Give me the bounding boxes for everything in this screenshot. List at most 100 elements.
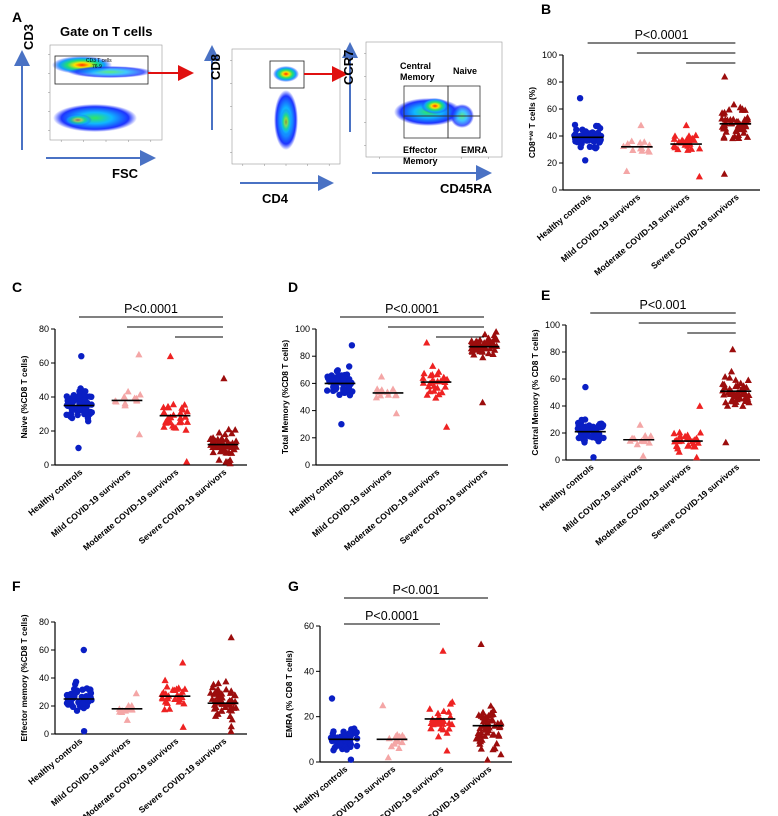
flow-y-marker: CCR7 [341,50,356,85]
data-point [448,698,456,705]
data-point [426,705,434,712]
data-point [696,144,704,152]
y-tick-label: 20 [550,428,560,438]
data-point [164,402,172,410]
data-point [88,393,95,400]
data-point [128,702,136,709]
data-point [331,744,338,751]
data-point [477,745,485,752]
data-point [384,391,392,398]
data-point [578,416,585,424]
data-point [77,385,84,392]
data-point [593,144,600,151]
data-point [123,716,131,723]
y-axis-label: EMRA (% CD8 T cells) [284,650,294,737]
data-point [215,456,223,463]
flow-population [421,98,449,114]
data-point [628,137,636,144]
data-point [212,687,220,695]
data-point [433,384,441,391]
y-tick-label: 100 [545,320,560,330]
y-tick-label: 40 [39,673,49,683]
data-point [430,382,438,389]
y-tick-label: 80 [39,324,49,334]
data-point [696,402,704,409]
y-tick-label: 0 [44,460,49,470]
data-point [443,747,451,754]
data-point [481,330,489,338]
quadrant-effector-memory: Effector Memory [403,145,438,166]
data-point [121,707,129,714]
data-point [722,128,730,135]
data-point [475,711,483,718]
data-point [487,711,495,718]
data-point [177,418,185,425]
data-point [395,744,403,751]
data-point [721,116,729,123]
data-point [79,700,86,707]
category-label: Severe COVID-19 survivors [398,467,490,546]
data-point [176,414,185,421]
data-point [333,368,341,375]
flow-population [68,66,152,78]
flow-y-marker: CD3 [21,24,36,50]
y-tick-label: 80 [39,617,49,627]
data-point [440,707,448,714]
y-axis-label: Naive (%CD8 T cells) [19,355,29,438]
data-point [372,393,380,401]
category-label: Mild COVID-19 survivors [310,467,393,539]
gate-text: CD3 T cells [86,58,112,64]
data-point [232,437,240,444]
data-point [183,418,191,425]
data-point [72,678,80,685]
data-point [474,734,482,742]
data-point [427,724,435,732]
data-point [222,685,230,693]
data-point [166,413,174,421]
category-label: Mild COVID-19 survivors [49,467,132,539]
data-point [75,444,82,452]
data-point [739,124,747,131]
quadrant-central-memory: Central Memory [400,61,435,82]
category-label: Moderate COVID-19 survivors [592,192,692,278]
gate-title: Gate on T cells [60,24,152,39]
y-tick-label: 40 [39,392,49,402]
data-point [726,374,734,381]
category-label: Severe COVID-19 survivors [649,192,741,271]
data-point [445,708,453,715]
data-point [481,732,489,739]
data-point [684,441,692,449]
data-point [743,133,752,140]
y-tick-label: 20 [39,426,49,436]
panel-f: F 0 20 40 60 80 Effector memory (%CD8 T cells)… [12,578,247,816]
data-point [215,429,223,436]
data-point [470,351,478,358]
y-tick-label: 20 [304,712,314,722]
data-point [478,348,487,355]
data-point [645,439,653,446]
data-point [171,695,179,702]
data-point [671,132,679,139]
data-point [68,414,76,422]
data-point [398,731,406,739]
data-point [577,434,584,441]
p-value-label: P<0.001 [393,583,440,597]
data-point [346,363,353,370]
data-point [693,453,701,461]
data-point [434,732,443,740]
data-point [385,734,393,742]
data-point [493,336,501,343]
data-point [737,379,745,387]
data-point [209,680,218,688]
data-point [582,157,589,164]
data-point [423,339,431,346]
data-point [347,756,355,763]
data-point [730,393,738,400]
data-point [429,362,437,369]
gate-value: 76.9 [92,64,102,70]
data-point [84,414,92,422]
data-point [647,432,655,439]
data-point [490,731,498,738]
data-point [480,344,488,352]
